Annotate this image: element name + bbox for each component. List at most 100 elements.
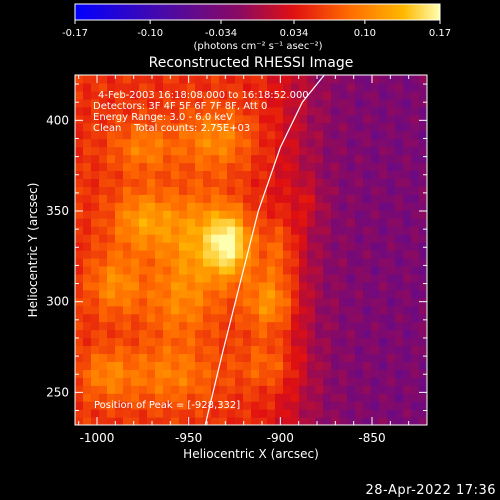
heatmap-cell: [363, 385, 372, 394]
heatmap-cell: [107, 385, 116, 394]
heatmap-cell: [363, 162, 372, 172]
heatmap-cell: [363, 82, 372, 92]
heatmap-cell: [411, 409, 420, 418]
heatmap-cell: [331, 162, 340, 172]
heatmap-cell: [131, 75, 140, 84]
heatmap-cell: [323, 202, 332, 211]
heatmap-cell: [187, 226, 196, 235]
heatmap-cell: [179, 369, 188, 378]
heatmap-cell: [139, 265, 148, 275]
heatmap-cell: [227, 146, 236, 156]
heatmap-cell: [99, 257, 108, 267]
heatmap-cell: [107, 75, 116, 84]
x-axis-label: Heliocentric X (arcsec): [183, 447, 319, 461]
heatmap-cell: [155, 273, 164, 283]
heatmap-cell: [419, 385, 427, 394]
heatmap-cell: [99, 146, 108, 156]
heatmap-cell: [355, 75, 364, 84]
heatmap-cell: [315, 194, 324, 203]
heatmap-cell: [315, 82, 324, 92]
heatmap-cell: [387, 353, 396, 362]
heatmap-cell: [171, 313, 180, 323]
heatmap-cell: [395, 90, 404, 100]
heatmap-cell: [219, 393, 228, 402]
heatmap-cell: [339, 114, 348, 124]
heatmap-cell: [347, 353, 356, 362]
heatmap-cell: [195, 409, 204, 418]
heatmap-cell: [395, 289, 404, 299]
heatmap-cell: [227, 329, 236, 339]
heatmap-cell: [99, 82, 108, 92]
heatmap-cell: [107, 321, 116, 331]
heatmap-cell: [363, 409, 372, 418]
heatmap-cell: [107, 130, 116, 140]
heatmap-cell: [419, 377, 427, 386]
heatmap-cell: [163, 257, 172, 267]
heatmap-cell: [275, 377, 284, 386]
heatmap-cell: [107, 257, 116, 267]
heatmap-cell: [403, 281, 412, 291]
heatmap-cell: [363, 178, 372, 187]
heatmap-cell: [91, 401, 100, 410]
heatmap-cell: [283, 393, 292, 402]
heatmap-cell: [107, 289, 116, 299]
heatmap-cell: [387, 210, 396, 219]
heatmap-cell: [339, 226, 348, 235]
heatmap-cell: [211, 305, 220, 315]
heatmap-cell: [131, 353, 140, 362]
y-tick-label: 400: [46, 113, 69, 127]
heatmap-cell: [211, 186, 220, 195]
heatmap-cell: [83, 265, 92, 275]
heatmap-cell: [259, 202, 268, 211]
heatmap-cell: [395, 345, 404, 354]
heatmap-cell: [91, 130, 100, 140]
heatmap-cell: [395, 170, 404, 179]
heatmap-cell: [107, 178, 116, 187]
heatmap-cell: [387, 122, 396, 132]
heatmap-cell: [339, 122, 348, 132]
heatmap-cell: [307, 297, 316, 307]
heatmap-cell: [211, 82, 220, 92]
heatmap-cell: [195, 250, 204, 259]
heatmap-cell: [195, 186, 204, 195]
heatmap-cell: [83, 401, 92, 410]
heatmap-cell: [211, 289, 220, 299]
heatmap-cell: [131, 250, 140, 259]
heatmap-cell: [235, 329, 244, 339]
heatmap-cell: [195, 353, 204, 362]
heatmap-cell: [419, 130, 427, 140]
heatmap-cell: [179, 146, 188, 156]
heatmap-cell: [243, 393, 252, 402]
heatmap-cell: [347, 361, 356, 370]
heatmap-cell: [243, 194, 252, 203]
heatmap-cell: [387, 138, 396, 148]
heatmap-cell: [243, 297, 252, 307]
heatmap-cell: [115, 321, 124, 331]
heatmap-cell: [387, 273, 396, 283]
heatmap-cell: [275, 82, 284, 92]
heatmap-cell: [411, 289, 420, 299]
x-tick-label: -850: [358, 431, 385, 445]
heatmap-cell: [227, 114, 236, 124]
heatmap-cell: [419, 305, 427, 315]
heatmap-cell: [235, 257, 244, 267]
heatmap-cell: [83, 377, 92, 386]
heatmap-cell: [323, 138, 332, 148]
heatmap-cell: [139, 329, 148, 339]
heatmap-cell: [235, 162, 244, 172]
heatmap-cell: [371, 90, 380, 100]
heatmap-cell: [155, 265, 164, 275]
heatmap-cell: [259, 393, 268, 402]
heatmap-cell: [107, 361, 116, 370]
heatmap-cell: [387, 114, 396, 124]
heatmap-cell: [323, 234, 332, 243]
heatmap-cell: [315, 281, 324, 291]
heatmap-cell: [107, 202, 116, 211]
heatmap-cell: [339, 353, 348, 362]
heatmap-cell: [307, 122, 316, 132]
heatmap-cell: [323, 98, 332, 108]
heatmap-cell: [347, 321, 356, 331]
heatmap-cell: [299, 265, 308, 275]
heatmap-cell: [419, 194, 427, 203]
heatmap-cell: [179, 273, 188, 283]
